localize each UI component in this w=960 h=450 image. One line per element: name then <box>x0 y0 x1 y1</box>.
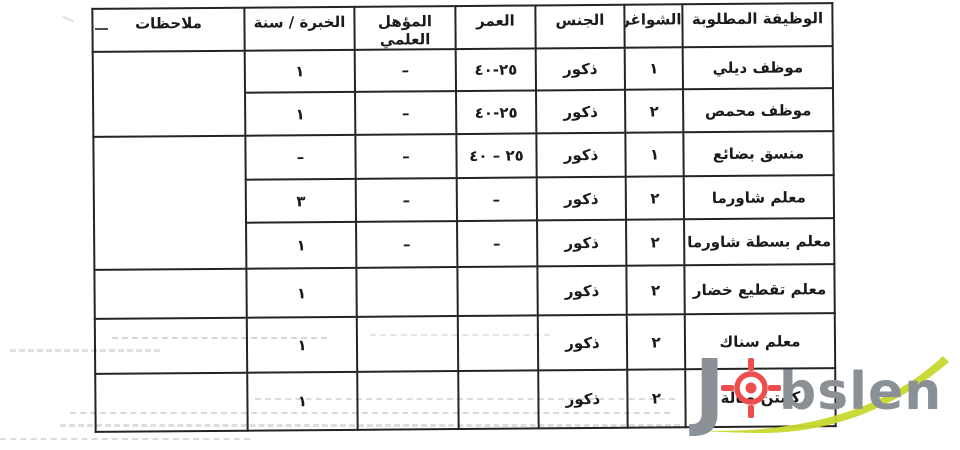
header-vacancies: الشواغر <box>624 4 683 48</box>
cell-vacancies: ١ <box>625 132 684 177</box>
header-experience: الخبرة / سنة <box>244 6 355 51</box>
cell-age: ٢٥-٤٠ <box>455 48 537 92</box>
cell-age: ٢٥ – ٤٠ <box>456 133 537 179</box>
cell-experience: – <box>245 134 356 180</box>
cell-qualification: – <box>355 91 457 135</box>
cell-job: موظف ديلي <box>682 46 833 90</box>
header-row: الوظيفة المطلوبة الشواغر الجنس العمر الم… <box>92 3 833 52</box>
cell-experience: ١ <box>246 221 357 269</box>
header-notes: ملاحظات <box>92 7 245 52</box>
scan-noise <box>0 438 250 440</box>
cell-job: معلم بسطة شاورما <box>684 218 835 266</box>
cell-age <box>458 370 539 430</box>
cell-qualification <box>357 371 459 430</box>
cell-job: منسق بضائع <box>683 131 834 177</box>
cell-gender: ذكور <box>536 176 627 221</box>
cell-qualification: – <box>356 221 458 268</box>
cell-gender: ذكور <box>538 369 628 429</box>
header-age: العمر <box>455 5 536 50</box>
cell-vacancies: ٢ <box>626 219 685 266</box>
header-qualification: المؤهل العلمي <box>354 6 456 50</box>
cell-notes <box>94 317 248 374</box>
cell-experience: ١ <box>246 267 357 318</box>
cell-notes <box>94 268 247 319</box>
cell-experience: ١ <box>246 316 358 373</box>
table-row: معلم تقطيع خضار ٢ ذكور ١ <box>94 264 835 319</box>
cell-notes-merged <box>92 50 246 137</box>
cell-job: موظف محمص <box>682 88 834 133</box>
header-gender: الجنس <box>535 4 625 49</box>
cell-gender: ذكور <box>536 132 626 178</box>
cell-qualification: – <box>355 134 457 179</box>
cell-qualification: – <box>354 49 457 92</box>
cell-job: معلم تقطيع خضار <box>684 264 835 315</box>
cell-vacancies: ٢ <box>625 89 684 133</box>
cell-age <box>457 266 538 317</box>
table-row: موظف ديلي ١ ذكور ٢٥-٤٠ – ١ <box>92 46 833 137</box>
cell-vacancies: ٢ <box>626 265 685 315</box>
cell-vacancies: ١ <box>624 47 683 90</box>
cell-experience: ١ <box>245 91 356 136</box>
cell-qualification: – <box>355 178 458 222</box>
cell-qualification <box>356 316 459 372</box>
cell-gender: ذكور <box>535 47 626 91</box>
cell-experience: ١ <box>244 49 356 93</box>
scan-noise <box>62 15 74 23</box>
logo-letters: bslen <box>779 362 943 422</box>
logo-letter-j: J <box>694 341 726 439</box>
cell-age: – <box>456 177 538 222</box>
cell-experience: ٣ <box>245 178 357 223</box>
table-row: منسق بضائع ١ ذكور ٢٥ – ٤٠ – – <box>93 131 834 270</box>
crosshair-target-icon <box>721 358 781 418</box>
cell-gender: ذكور <box>537 265 627 316</box>
cell-age: – <box>457 220 538 268</box>
cell-gender: ذكور <box>537 219 627 267</box>
cell-gender: ذكور <box>537 314 628 371</box>
header-job: الوظيفة المطلوبة <box>682 3 833 48</box>
cell-age <box>457 315 539 372</box>
cell-experience: ١ <box>247 371 358 431</box>
cell-job: معلم شاورما <box>683 175 835 220</box>
cell-notes-merged <box>93 135 247 270</box>
cell-vacancies: ٢ <box>625 176 685 220</box>
cell-qualification <box>356 267 458 317</box>
cell-age: ٢٥-٤٠ <box>456 90 537 135</box>
cell-notes <box>95 372 248 432</box>
logo-swoosh-graphic <box>684 356 949 434</box>
cell-gender: ذكور <box>536 89 626 134</box>
